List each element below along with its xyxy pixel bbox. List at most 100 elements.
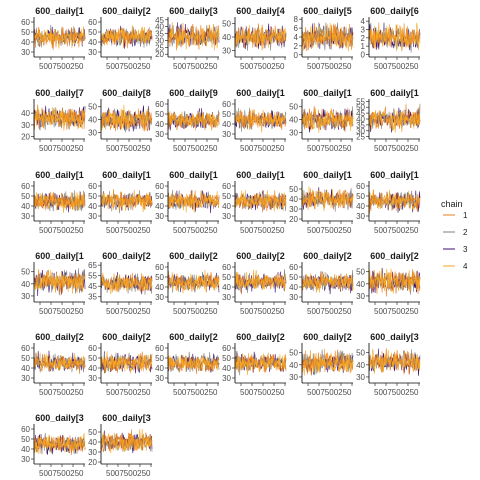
y-tick-label: 50 <box>88 28 97 37</box>
chain-4-trace <box>33 106 86 131</box>
chain-4-trace <box>33 269 86 294</box>
y-tick-label: 1 <box>361 42 366 51</box>
y-tick-label: 50 <box>289 349 298 358</box>
chain-4-trace <box>100 351 153 374</box>
facet-strip-label: 600_daily[2 <box>236 251 285 261</box>
legend-entry: 2 <box>443 228 468 237</box>
chain-4-trace <box>301 22 354 52</box>
x-tick-labels: 5007500250 <box>307 62 352 71</box>
legend-entry-label: 3 <box>463 245 468 254</box>
y-tick-label: 60 <box>21 344 30 353</box>
y-tick-label: 40 <box>222 364 231 373</box>
facet-strip-label: 600_daily[3 <box>370 332 419 342</box>
y-tick-label: 40 <box>289 195 298 204</box>
chain-4-trace <box>167 110 220 131</box>
y-tick-label: 2 <box>361 34 366 43</box>
y-tick-label: 3 <box>361 26 366 35</box>
y-tick-label: 30 <box>21 455 30 464</box>
legend-entry-label: 1 <box>463 211 468 220</box>
y-tick-label: 50 <box>21 354 30 363</box>
y-tick-label: 50 <box>155 273 164 282</box>
y-tick-label: 0 <box>294 51 299 60</box>
facet-strip-label: 600_daily[7 <box>35 88 84 98</box>
y-tick-label: 30 <box>356 373 365 382</box>
facet-strip-label: 600_daily[2 <box>102 332 151 342</box>
chain-4-trace <box>100 428 153 454</box>
y-tick-label: 30 <box>222 130 231 139</box>
y-tick-label: 30 <box>21 48 30 57</box>
y-tick-label: 30 <box>21 121 30 130</box>
chain-4-trace <box>301 271 354 294</box>
facet-strip-label: 600_daily[2 <box>169 251 218 261</box>
legend-title: chain <box>441 199 463 209</box>
x-tick-labels: 5007500250 <box>106 144 151 153</box>
y-tick-label: 20 <box>88 458 97 467</box>
y-tick-label: 40 <box>21 38 30 47</box>
y-tick-label: 60 <box>356 182 365 191</box>
y-tick-label: 30 <box>289 373 298 382</box>
y-tick-label: 40 <box>356 202 365 211</box>
x-tick-labels: 5007500250 <box>173 307 218 316</box>
y-tick-label: 60 <box>155 263 164 272</box>
chain-4-trace <box>167 22 220 51</box>
chain-4-trace <box>234 189 287 212</box>
legend-entry-label: 2 <box>463 228 468 237</box>
y-tick-label: 25 <box>155 43 164 52</box>
chain-1-trace <box>234 270 287 295</box>
y-tick-label: 40 <box>222 202 231 211</box>
y-tick-label: 30 <box>155 293 164 302</box>
y-tick-label: 40 <box>356 361 365 370</box>
y-tick-label: 40 <box>222 283 231 292</box>
y-tick-label: 35 <box>356 121 365 130</box>
x-tick-labels: 5007500250 <box>374 144 419 153</box>
y-tick-label: 60 <box>289 263 298 272</box>
y-tick-label: 20 <box>289 215 298 224</box>
facet-strip-label: 600_daily[5 <box>303 6 352 16</box>
x-tick-labels: 5007500250 <box>374 307 419 316</box>
chain-4-trace <box>33 26 86 49</box>
x-tick-labels: 5007500250 <box>39 144 84 153</box>
chain-1-trace <box>167 355 220 375</box>
facet-strip-label: 600_daily[3 <box>35 413 84 423</box>
facet-strip-label: 600_daily[1 <box>35 251 84 261</box>
y-tick-label: 60 <box>155 100 164 109</box>
x-tick-labels: 5007500250 <box>106 307 151 316</box>
facet-strip-label: 600_daily[3 <box>102 413 151 423</box>
facet-strip-label: 600_daily[2 <box>35 332 84 342</box>
y-tick-label: 40 <box>155 283 164 292</box>
y-tick-label: 55 <box>356 97 365 106</box>
y-tick-label: 40 <box>289 283 298 292</box>
facet-strip-label: 600_daily[8 <box>102 88 151 98</box>
y-tick-label: 60 <box>155 182 164 191</box>
x-tick-labels: 5007500250 <box>374 388 419 397</box>
y-tick-label: 30 <box>155 374 164 383</box>
chain-4-trace <box>368 348 421 374</box>
chain-1-trace <box>301 22 354 52</box>
y-tick-label: 40 <box>88 116 97 125</box>
x-tick-labels: 5007500250 <box>39 62 84 71</box>
y-tick-label: 30 <box>88 48 97 57</box>
y-tick-label: 0 <box>361 51 366 60</box>
chain-4-trace <box>33 192 86 213</box>
y-tick-label: 30 <box>155 130 164 139</box>
y-tick-label: 40 <box>88 364 97 373</box>
y-tick-label: 20 <box>155 50 164 59</box>
y-tick-label: 50 <box>21 435 30 444</box>
chain-2-trace <box>368 22 421 53</box>
y-tick-label: 30 <box>222 212 231 221</box>
facet-strip-label: 600_daily[3 <box>169 6 218 16</box>
y-tick-label: 50 <box>88 354 97 363</box>
y-tick-label: 30 <box>222 46 231 55</box>
facet-panels: 600_daily[1605040305007500250600_daily[2… <box>21 6 421 478</box>
y-tick-label: 40 <box>88 202 97 211</box>
y-tick-label: 40 <box>155 23 164 32</box>
y-tick-label: 30 <box>155 36 164 45</box>
y-tick-label: 6 <box>294 24 299 33</box>
